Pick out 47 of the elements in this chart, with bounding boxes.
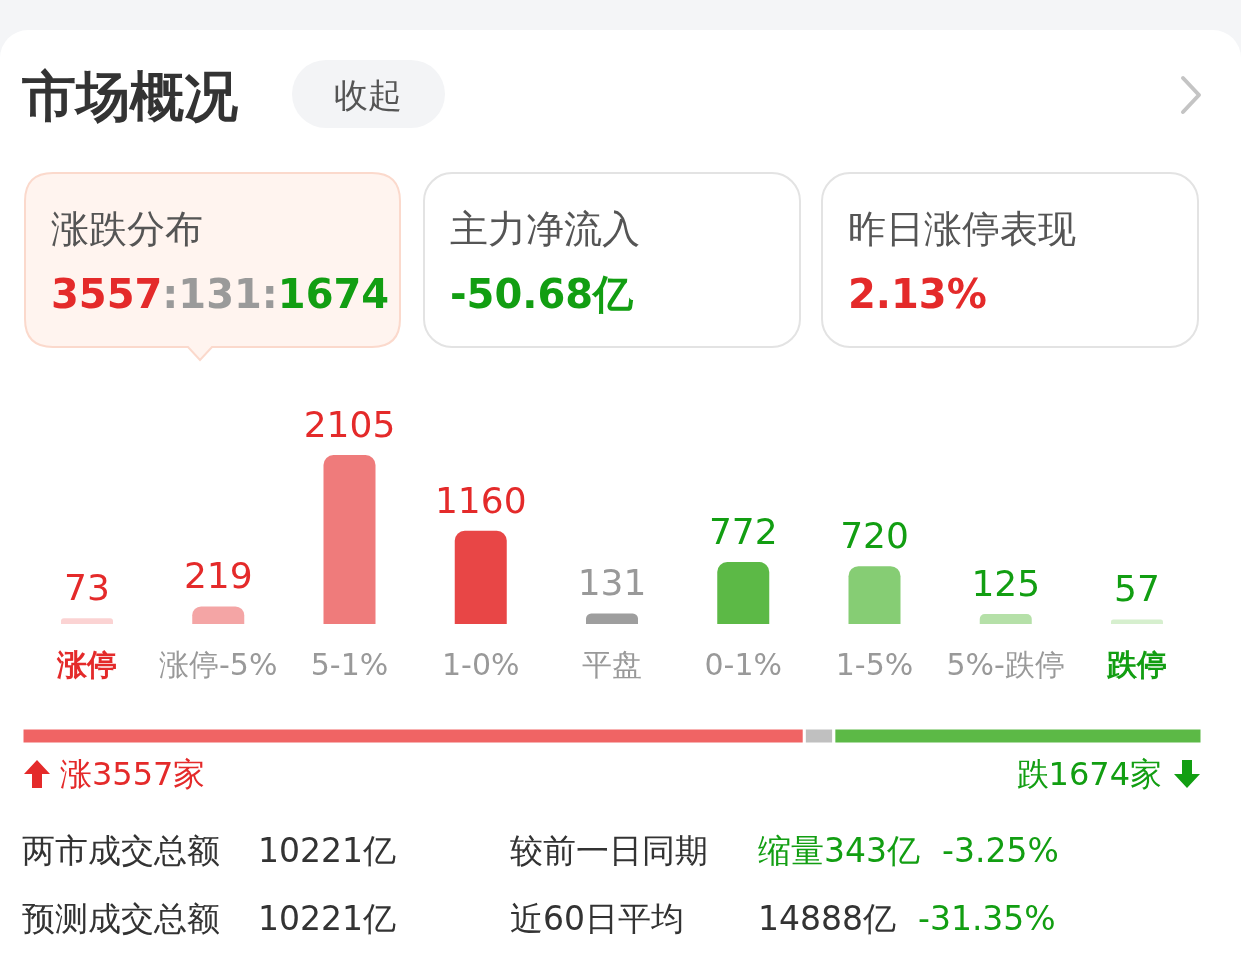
text: 涨跌分布 — [51, 207, 203, 251]
text: 预测成交总额 — [22, 899, 220, 938]
text: 3557:131:1674 — [51, 271, 390, 317]
data-label: 1160 — [434, 479, 527, 521]
data-label: 131 — [577, 562, 647, 604]
bar — [192, 606, 245, 624]
data-label: 772 — [708, 511, 778, 553]
text: 涨3557家 — [60, 755, 206, 793]
data-label: 2105 — [303, 404, 396, 445]
text: -31.35% — [917, 899, 1056, 938]
text: -3.25% — [942, 831, 1059, 870]
text: 2.13% — [848, 271, 987, 317]
bar — [586, 613, 638, 624]
data-label: 720 — [840, 515, 909, 557]
text: 市场概况 — [21, 65, 238, 128]
x-tick-label: 跌停 — [1106, 647, 1167, 682]
text: 收起 — [334, 75, 402, 115]
x-tick-label: 涨停 — [56, 647, 117, 682]
x-tick-label: 5%-跌停 — [946, 647, 1065, 682]
data-label: 125 — [971, 562, 1041, 604]
text: 缩量343亿 — [758, 831, 920, 870]
x-tick-label: 5-1% — [310, 647, 389, 682]
data-label: 219 — [183, 555, 253, 597]
text: 10221亿 — [258, 831, 396, 870]
x-tick-label: 1-0% — [441, 647, 520, 682]
x-tick-label: 平盘 — [582, 647, 642, 682]
data-label: 57 — [1114, 568, 1160, 610]
text: 主力净流入 — [450, 207, 640, 251]
text: 10221亿 — [258, 899, 396, 938]
x-tick-label: 1-5% — [835, 647, 914, 682]
x-tick-label: 0-1% — [704, 647, 783, 682]
bar — [717, 562, 770, 624]
text: 较前一日同期 — [510, 831, 708, 870]
bar — [61, 618, 113, 624]
bar — [1111, 619, 1163, 624]
bar — [979, 613, 1032, 624]
text: 14888亿 — [758, 899, 896, 938]
text: 跌1674家 — [1016, 755, 1162, 793]
bar — [848, 566, 901, 624]
text: 两市成交总额 — [22, 831, 220, 870]
bar — [323, 455, 376, 624]
bar — [454, 530, 507, 624]
x-tick-label: 涨停-5% — [159, 647, 278, 682]
data-label: 73 — [64, 567, 110, 609]
text: 昨日涨停表现 — [848, 207, 1076, 251]
text: -50.68亿 — [450, 271, 635, 317]
text: 近60日平均 — [510, 899, 684, 938]
